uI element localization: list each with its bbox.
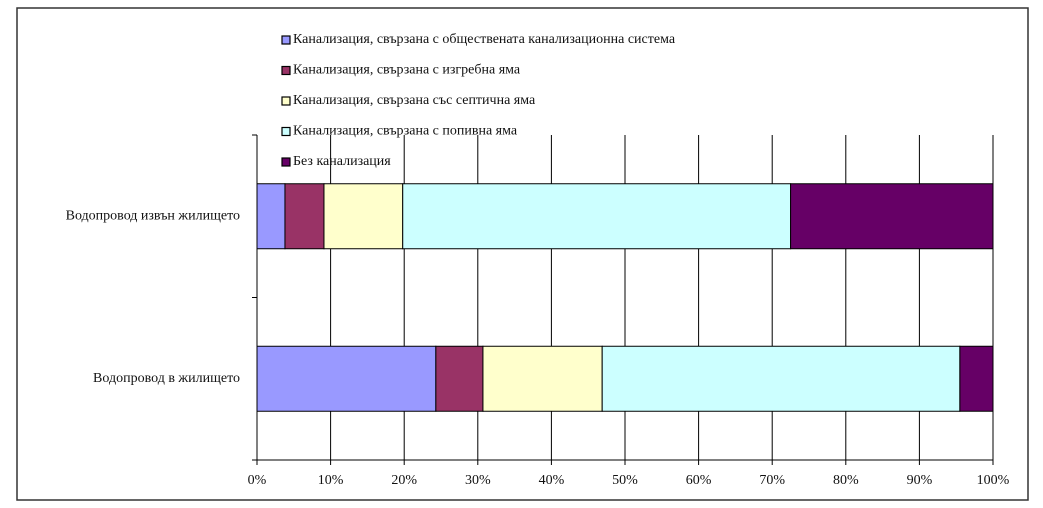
legend-label: Канализация, свързана със септична яма <box>293 93 536 108</box>
bar-segment <box>482 345 603 412</box>
legend-label: Канализация, свързана с попивна яма <box>293 124 518 139</box>
y-tick-label: Водопровод в жилището <box>93 371 240 386</box>
chart-frame <box>16 7 1029 501</box>
legend-label: Канализация, свързана с обществената кан… <box>293 32 676 47</box>
bar-segment <box>790 183 994 250</box>
bar-segment <box>435 345 484 412</box>
legend-swatch <box>281 65 291 76</box>
x-tick-label: 0% <box>248 473 267 488</box>
x-tick-label: 30% <box>465 473 491 488</box>
bar-segment <box>323 183 404 250</box>
x-tick-label: 70% <box>759 473 785 488</box>
bar-segment <box>284 183 325 250</box>
x-tick-label: 80% <box>833 473 859 488</box>
legend-swatch <box>281 35 291 45</box>
x-tick-label: 90% <box>907 473 933 488</box>
x-tick-label: 40% <box>539 473 565 488</box>
bar-segment <box>402 183 792 250</box>
bar-segment <box>256 345 437 412</box>
bar-segment <box>256 183 286 250</box>
x-tick-label: 100% <box>977 473 1010 488</box>
legend-label: Канализация, свързана с изгребна яма <box>293 63 521 78</box>
x-tick-label: 20% <box>391 473 417 488</box>
bar-segment <box>601 345 961 412</box>
bar-segment <box>959 345 994 412</box>
legend-swatch <box>281 157 291 167</box>
y-tick-label: Водопровод извън жилището <box>66 208 240 223</box>
x-tick-label: 50% <box>612 473 638 488</box>
legend-label: Без канализация <box>293 154 391 169</box>
x-tick-label: 60% <box>686 473 712 488</box>
legend-swatch <box>281 96 291 106</box>
x-tick-label: 10% <box>318 473 344 488</box>
legend-swatch <box>281 126 291 137</box>
